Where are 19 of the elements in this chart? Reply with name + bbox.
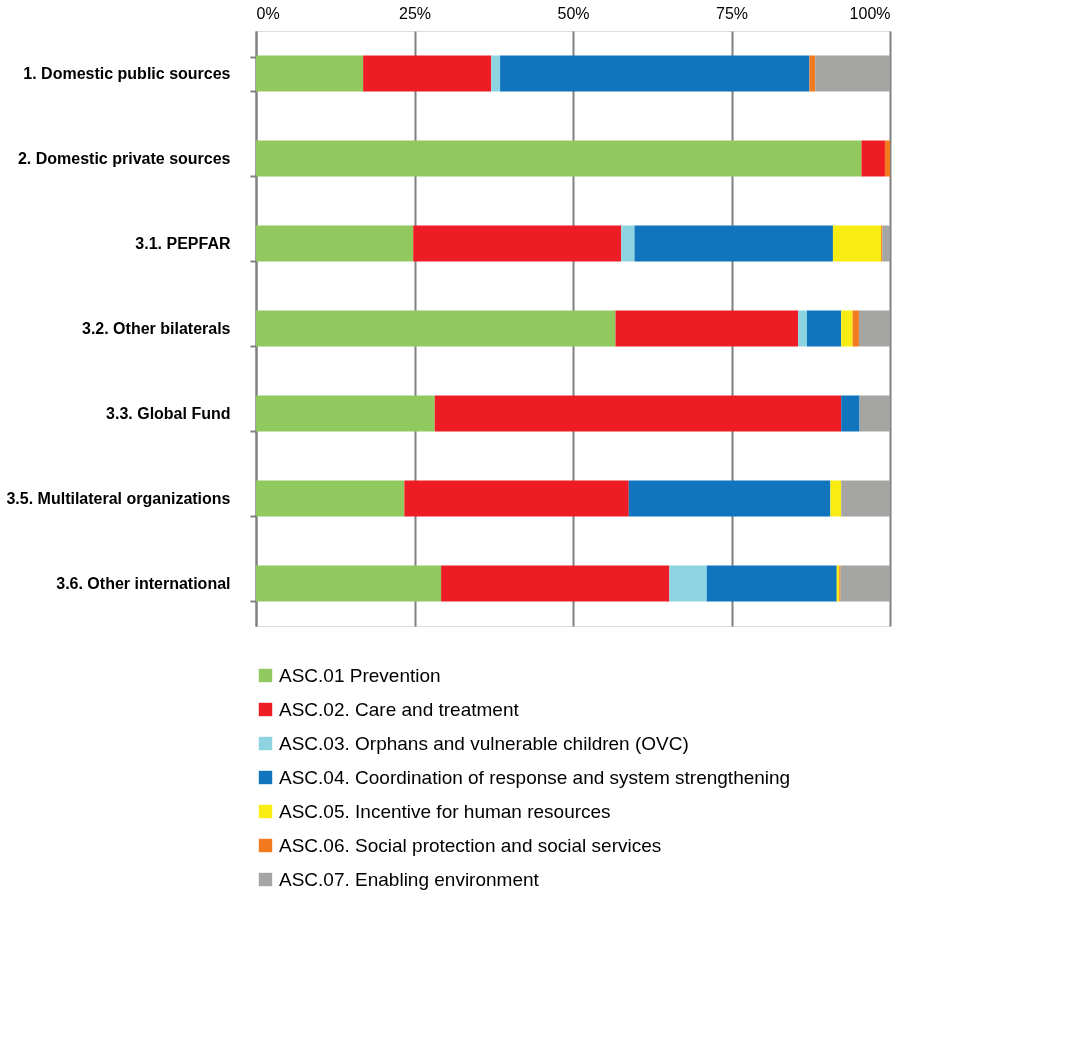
legend-label: ASC.04. Coordination of response and system strengthening bbox=[279, 766, 791, 788]
x-tick-label: 75% bbox=[715, 4, 749, 22]
y-tick-label: 2. Domestic private sources bbox=[17, 150, 231, 167]
x-tick-label: 0% bbox=[256, 4, 280, 22]
legend-label: ASC.03. Orphans and vulnerable children (OVC) bbox=[279, 732, 689, 754]
x-tick-label: 50% bbox=[557, 4, 590, 22]
x-tick-label: 100% bbox=[849, 4, 891, 22]
legend-label: ASC.02. Care and treatment bbox=[279, 698, 520, 720]
legend-label: ASC.06. Social protection and social services bbox=[279, 834, 662, 856]
y-tick-label: 3.3. Global Fund bbox=[106, 405, 231, 422]
y-tick-label: 3.5. Multilateral organizations bbox=[6, 490, 231, 507]
legend-label: ASC.07. Enabling environment bbox=[279, 868, 540, 890]
legend-label: ASC.01 Prevention bbox=[279, 664, 441, 686]
y-tick-label: 1. Domestic public sources bbox=[23, 65, 231, 82]
y-tick-label: 3.6. Other international bbox=[56, 575, 231, 592]
y-tick-label: 3.2. Other bilaterals bbox=[81, 320, 231, 337]
x-tick-label: 25% bbox=[398, 4, 432, 22]
legend-label: ASC.05. Incentive for human resources bbox=[279, 800, 611, 822]
y-tick-label: 3.1. PEPFAR bbox=[135, 235, 231, 252]
